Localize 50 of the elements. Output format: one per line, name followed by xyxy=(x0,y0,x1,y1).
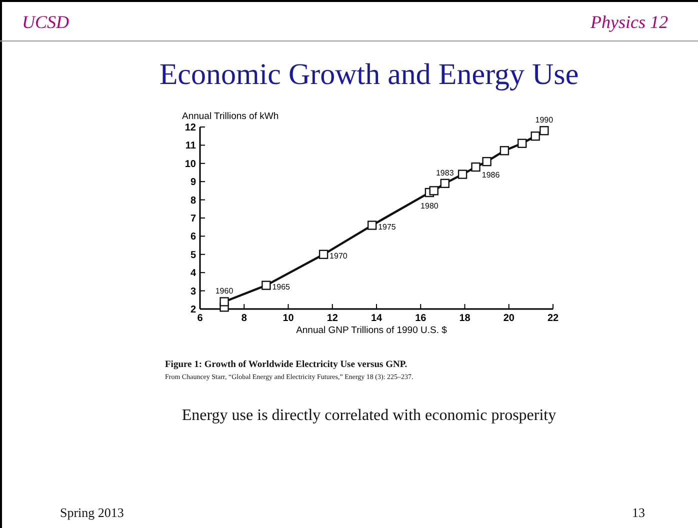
y-tick-label: 7 xyxy=(190,214,196,224)
annotation: 1960 xyxy=(215,286,234,296)
caption: Figure 1: Growth of Worldwide Electricity Use versus GNP. xyxy=(165,360,408,370)
x-tick-label: 18 xyxy=(459,313,471,324)
y-tick-label: 9 xyxy=(190,177,196,188)
y-tick-label: 11 xyxy=(185,140,196,152)
y-tick-label: 6 xyxy=(190,232,196,243)
x-tick-label: 20 xyxy=(503,313,515,324)
chart-title: Economic Growth and Energy Use xyxy=(159,58,579,91)
point xyxy=(367,220,377,230)
annotation: 1970 xyxy=(330,251,348,260)
text: Spring 2013 xyxy=(60,505,124,520)
y-tick-label: 12 xyxy=(184,122,196,134)
x-tick-label: 16 xyxy=(415,313,427,324)
x-tick-label: 8 xyxy=(241,313,248,324)
point xyxy=(458,170,468,179)
y-tick-label: 5 xyxy=(190,250,196,261)
y-tick-label: 10 xyxy=(184,158,196,170)
point xyxy=(318,250,328,259)
point xyxy=(482,156,492,166)
annotation: 1980 xyxy=(420,202,439,211)
point xyxy=(429,186,438,196)
text: Energy use is directly correlated with economic prosperity xyxy=(182,407,556,424)
annotation: 1983 xyxy=(436,168,454,178)
text: 13 xyxy=(632,505,645,520)
x-tick-label: 6 xyxy=(197,313,204,324)
x-tick-label: 10 xyxy=(282,313,294,324)
x-tick-label: 12 xyxy=(326,313,338,324)
point xyxy=(518,138,527,148)
annotation: 1965 xyxy=(272,282,291,292)
x-axis-title: Annual GNP Trillions of 1990 U.S. $ xyxy=(296,325,448,336)
point xyxy=(500,146,510,156)
text: Physics 12 xyxy=(590,12,668,32)
annotation: 1990 xyxy=(535,116,554,125)
x-tick-label: 22 xyxy=(547,313,559,324)
annotation: 1975 xyxy=(378,222,396,232)
point xyxy=(220,297,229,306)
point xyxy=(440,178,450,188)
point xyxy=(540,126,549,136)
point xyxy=(471,162,480,172)
text: UCSD xyxy=(22,12,70,32)
y-axis-title: Annual Trillions of kWh xyxy=(182,111,279,122)
y-tick-label: 2 xyxy=(190,304,196,316)
point xyxy=(530,132,540,141)
y-tick-label: 4 xyxy=(190,268,196,280)
point xyxy=(262,280,271,290)
x-tick-label: 14 xyxy=(370,313,382,324)
y-tick-label: 8 xyxy=(190,195,196,206)
annotation: 1986 xyxy=(482,170,500,180)
y-tick-label: 3 xyxy=(190,286,196,298)
